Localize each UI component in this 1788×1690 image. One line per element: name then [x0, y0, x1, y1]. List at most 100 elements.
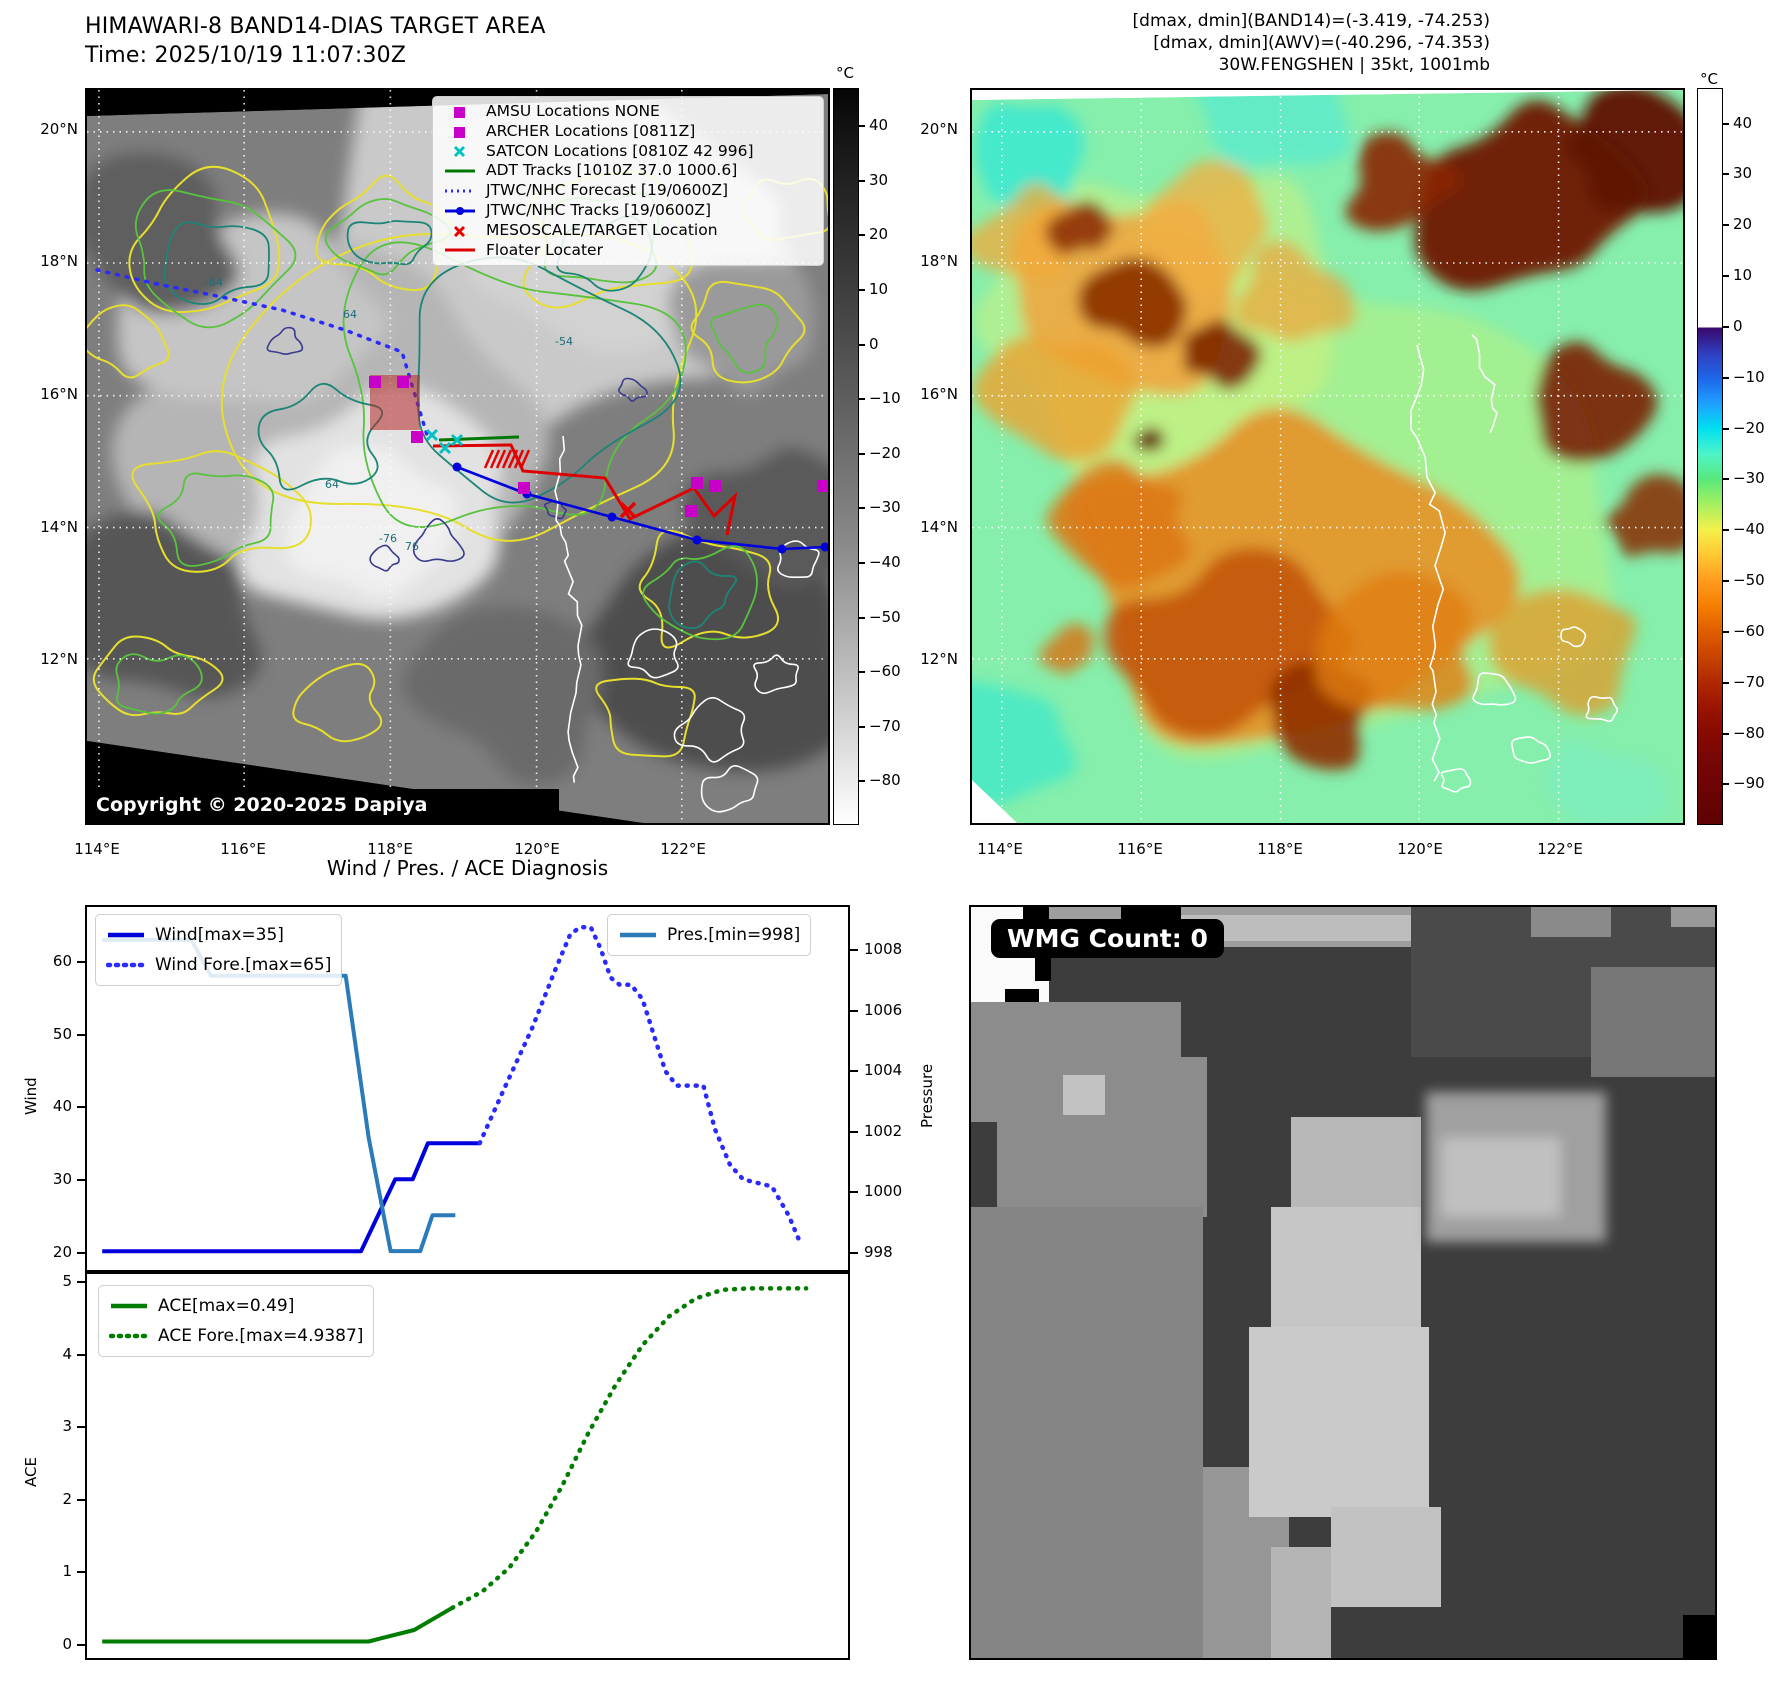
band14-title: HIMAWARI-8 BAND14-DIAS TARGET AREA	[85, 14, 546, 39]
tick-mark	[850, 949, 858, 952]
pressure-tick-label: 998	[864, 1242, 893, 1261]
tl-colorbar-tick: 10	[869, 279, 889, 298]
tick-mark	[1723, 275, 1729, 278]
tick-mark	[1723, 325, 1729, 328]
tl-colorbar-tick: −30	[869, 498, 901, 517]
tl-colorbar-tick: 30	[869, 170, 889, 189]
tr-lat-tick: 12°N	[920, 650, 958, 668]
square-marker-icon	[454, 106, 465, 118]
tick-mark	[77, 1643, 85, 1646]
tick-mark	[859, 725, 865, 728]
wmg-block	[1441, 1137, 1561, 1217]
tick-mark	[1723, 427, 1729, 430]
tick-mark	[77, 1179, 85, 1182]
legend-row: AMSU Locations NONE	[443, 102, 813, 122]
solid-line-marker-icon	[111, 1303, 147, 1309]
tl-lat-tick: 18°N	[40, 252, 78, 270]
wmg-block	[1331, 1507, 1441, 1607]
tick-mark	[1723, 529, 1729, 532]
tick-mark	[859, 288, 865, 291]
tl-colorbar-tick: −10	[869, 389, 901, 408]
tr-colorbar-tick: −90	[1733, 774, 1765, 793]
tick-mark	[1723, 630, 1729, 633]
wind-tick-label: 20	[52, 1243, 72, 1262]
tr-lon-tick: 122°E	[1537, 840, 1583, 858]
tr-lon-tick: 120°E	[1397, 840, 1443, 858]
ace-tick-label: 0	[62, 1634, 72, 1653]
solid-line-marker-icon	[620, 932, 656, 938]
tl-lon-tick: 120°E	[514, 840, 560, 858]
contour-value-label: 64	[325, 478, 339, 491]
wind-axis-label: Wind	[22, 1077, 40, 1115]
linedot-marker-icon	[445, 206, 475, 215]
wmg-block	[1121, 907, 1181, 921]
legend-row: Pres.[min=998]	[618, 920, 800, 950]
tl-lat-tick: 16°N	[40, 385, 78, 403]
pressure-tick-label: 1004	[864, 1061, 903, 1080]
tick-mark	[77, 1252, 85, 1255]
line-marker-icon	[445, 169, 475, 173]
awv-info-block: [dmax, dmin](BAND14)=(-3.419, -74.253) […	[998, 10, 1490, 76]
dotted-marker-icon	[445, 189, 475, 193]
tr-colorbar-tick: −70	[1733, 672, 1765, 691]
legend-row: JTWC/NHC Tracks [19/0600Z]	[443, 201, 813, 221]
tl-lat-tick: 12°N	[40, 650, 78, 668]
tick-mark	[1723, 580, 1729, 583]
wmg-block	[1531, 907, 1611, 937]
wind-tick-label: 40	[52, 1097, 72, 1116]
tr-colorbar-tick: 40	[1733, 113, 1753, 132]
tr-lat-tick: 20°N	[920, 120, 958, 138]
tick-mark	[859, 616, 865, 619]
wmg-count-label: WMG Count: 0	[991, 919, 1224, 958]
wmg-block	[1249, 1327, 1429, 1517]
wmg-block	[1063, 1075, 1105, 1115]
tick-mark	[1723, 173, 1729, 176]
tick-mark	[850, 1130, 858, 1133]
tick-mark	[1723, 783, 1729, 786]
tick-mark	[77, 1498, 85, 1501]
contour-value-label: 76	[405, 540, 419, 553]
contour-value-label: 64	[343, 308, 357, 321]
tl-colorbar-tick: −80	[869, 771, 901, 790]
dmax-dmin-awv: [dmax, dmin](AWV)=(-40.296, -74.353)	[1153, 33, 1490, 53]
wmg-panel: WMG Count: 0	[969, 905, 1717, 1660]
tl-lon-tick: 114°E	[74, 840, 120, 858]
tr-colorbar-tick: −50	[1733, 571, 1765, 590]
dotted-line-marker-icon	[109, 1333, 149, 1339]
tr-lon-tick: 116°E	[1117, 840, 1163, 858]
legend-row: MESOSCALE/TARGET Location	[443, 221, 813, 241]
tl-colorbar-tick: 0	[869, 334, 879, 353]
wmg-block	[1271, 1207, 1421, 1347]
wmg-block	[1591, 967, 1715, 1077]
tick-mark	[859, 671, 865, 674]
tick-mark	[77, 1426, 85, 1429]
tl-lat-tick: 14°N	[40, 518, 78, 536]
tick-mark	[859, 780, 865, 783]
pressure-tick-label: 1000	[864, 1182, 903, 1201]
tick-mark	[1723, 376, 1729, 379]
legend-label: Wind Fore.[max=65]	[155, 955, 332, 975]
tl-colorbar-tick: −70	[869, 716, 901, 735]
legend-row: JTWC/NHC Forecast [19/0600Z]	[443, 181, 813, 201]
tick-mark	[77, 1571, 85, 1574]
pressure-tick-label: 1006	[864, 1000, 903, 1019]
legend-label: ACE[max=0.49]	[158, 1296, 295, 1316]
pressure-tick-label: 1002	[864, 1121, 903, 1140]
legend-label: JTWC/NHC Tracks [19/0600Z]	[486, 200, 712, 219]
tl-lat-tick: 20°N	[40, 120, 78, 138]
tr-lat-tick: 14°N	[920, 518, 958, 536]
tick-mark	[850, 1070, 858, 1073]
contour-value-label: -54	[555, 335, 573, 348]
tick-mark	[1723, 681, 1729, 684]
tick-mark	[850, 1009, 858, 1012]
band14-colorbar-unit: °C	[836, 64, 854, 82]
tr-colorbar-tick: 0	[1733, 316, 1743, 335]
contour-value-label: -64	[205, 276, 223, 289]
ace-legend: ACE[max=0.49] ACE Fore.[max=4.9387]	[98, 1285, 375, 1357]
legend-label: Wind[max=35]	[155, 925, 284, 945]
dotted-line-marker-icon	[106, 962, 146, 968]
legend-label: MESOSCALE/TARGET Location	[486, 220, 718, 239]
legend-row: ACE[max=0.49]	[109, 1291, 363, 1321]
legend-row: ARCHER Locations [0811Z]	[443, 122, 813, 142]
